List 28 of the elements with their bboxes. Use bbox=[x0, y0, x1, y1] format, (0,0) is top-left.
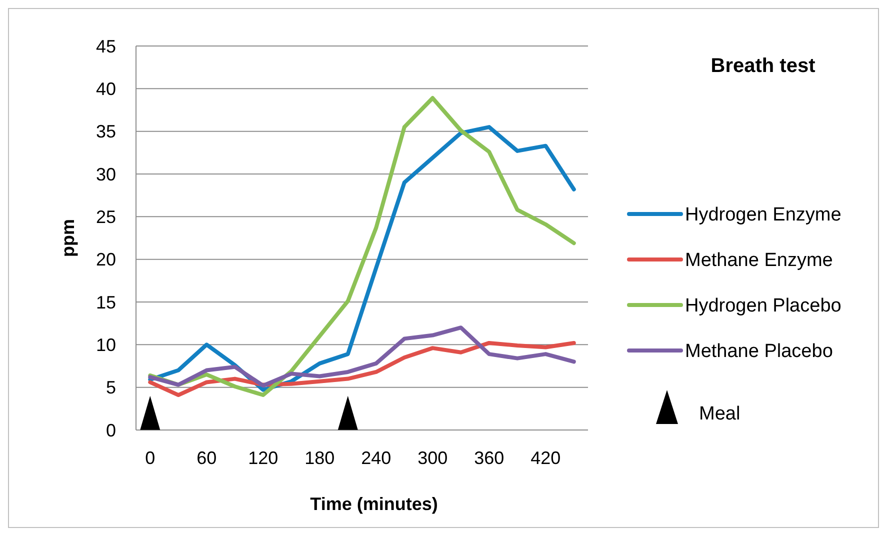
x-tick-label: 120 bbox=[248, 448, 278, 468]
y-tick-label: 45 bbox=[96, 36, 116, 56]
x-tick-label: 180 bbox=[304, 448, 335, 468]
legend-label: Hydrogen Placebo bbox=[685, 296, 842, 317]
y-tick-label: 20 bbox=[96, 250, 116, 270]
line-series bbox=[148, 340, 576, 398]
x-tick-label: 60 bbox=[196, 448, 217, 468]
x-tick-label: 300 bbox=[418, 448, 448, 468]
x-tick-label: 240 bbox=[361, 448, 392, 468]
y-tick-label: 5 bbox=[106, 378, 116, 398]
x-axis-title: Time (minutes) bbox=[310, 494, 438, 514]
text: Breath test bbox=[710, 55, 816, 77]
y-tick-label: 0 bbox=[106, 420, 116, 440]
x-tick-label: 0 bbox=[145, 448, 156, 468]
x-tick-label: 360 bbox=[474, 448, 504, 468]
line-series bbox=[148, 326, 576, 388]
y-axis-title: ppm bbox=[58, 219, 78, 257]
y-tick-label: 10 bbox=[96, 334, 116, 355]
x-tick-label: 420 bbox=[530, 448, 561, 468]
y-tick-label: 35 bbox=[96, 122, 116, 142]
legend-label: Methane Enzyme bbox=[685, 250, 833, 272]
y-tick-label: 25 bbox=[96, 206, 116, 227]
legend-label: Meal bbox=[699, 404, 740, 425]
legend-label: Hydrogen Enzyme bbox=[685, 204, 842, 226]
y-tick-label: 15 bbox=[96, 292, 116, 312]
y-tick-label: 30 bbox=[96, 164, 116, 184]
legend-label: Methane Placebo bbox=[685, 341, 833, 362]
y-tick-label: 40 bbox=[96, 78, 116, 99]
